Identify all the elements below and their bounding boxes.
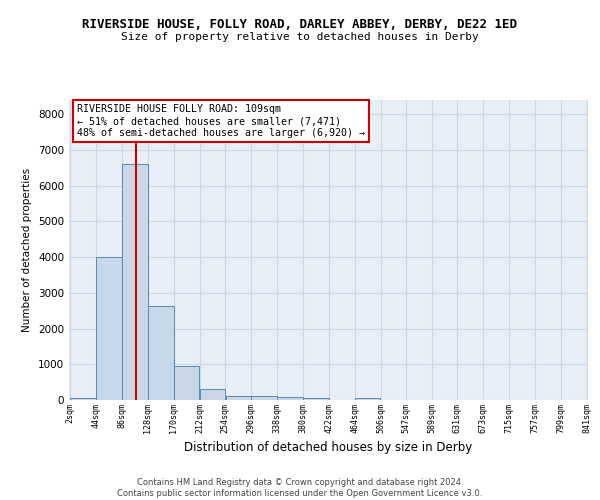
Bar [251,396,277,400]
Bar [122,164,148,400]
Bar [226,396,251,400]
Text: RIVERSIDE HOUSE, FOLLY ROAD, DARLEY ABBEY, DERBY, DE22 1ED: RIVERSIDE HOUSE, FOLLY ROAD, DARLEY ABBE… [83,18,517,30]
X-axis label: Distribution of detached houses by size in Derby: Distribution of detached houses by size … [184,441,473,454]
Bar [148,306,173,400]
Bar [174,366,199,400]
Text: Contains HM Land Registry data © Crown copyright and database right 2024.
Contai: Contains HM Land Registry data © Crown c… [118,478,482,498]
Bar [96,257,122,400]
Text: RIVERSIDE HOUSE FOLLY ROAD: 109sqm
← 51% of detached houses are smaller (7,471)
: RIVERSIDE HOUSE FOLLY ROAD: 109sqm ← 51%… [77,104,365,138]
Bar [70,398,96,400]
Bar [200,389,225,400]
Text: Size of property relative to detached houses in Derby: Size of property relative to detached ho… [121,32,479,42]
Bar [355,398,380,400]
Bar [277,398,303,400]
Y-axis label: Number of detached properties: Number of detached properties [22,168,32,332]
Bar [303,398,329,400]
